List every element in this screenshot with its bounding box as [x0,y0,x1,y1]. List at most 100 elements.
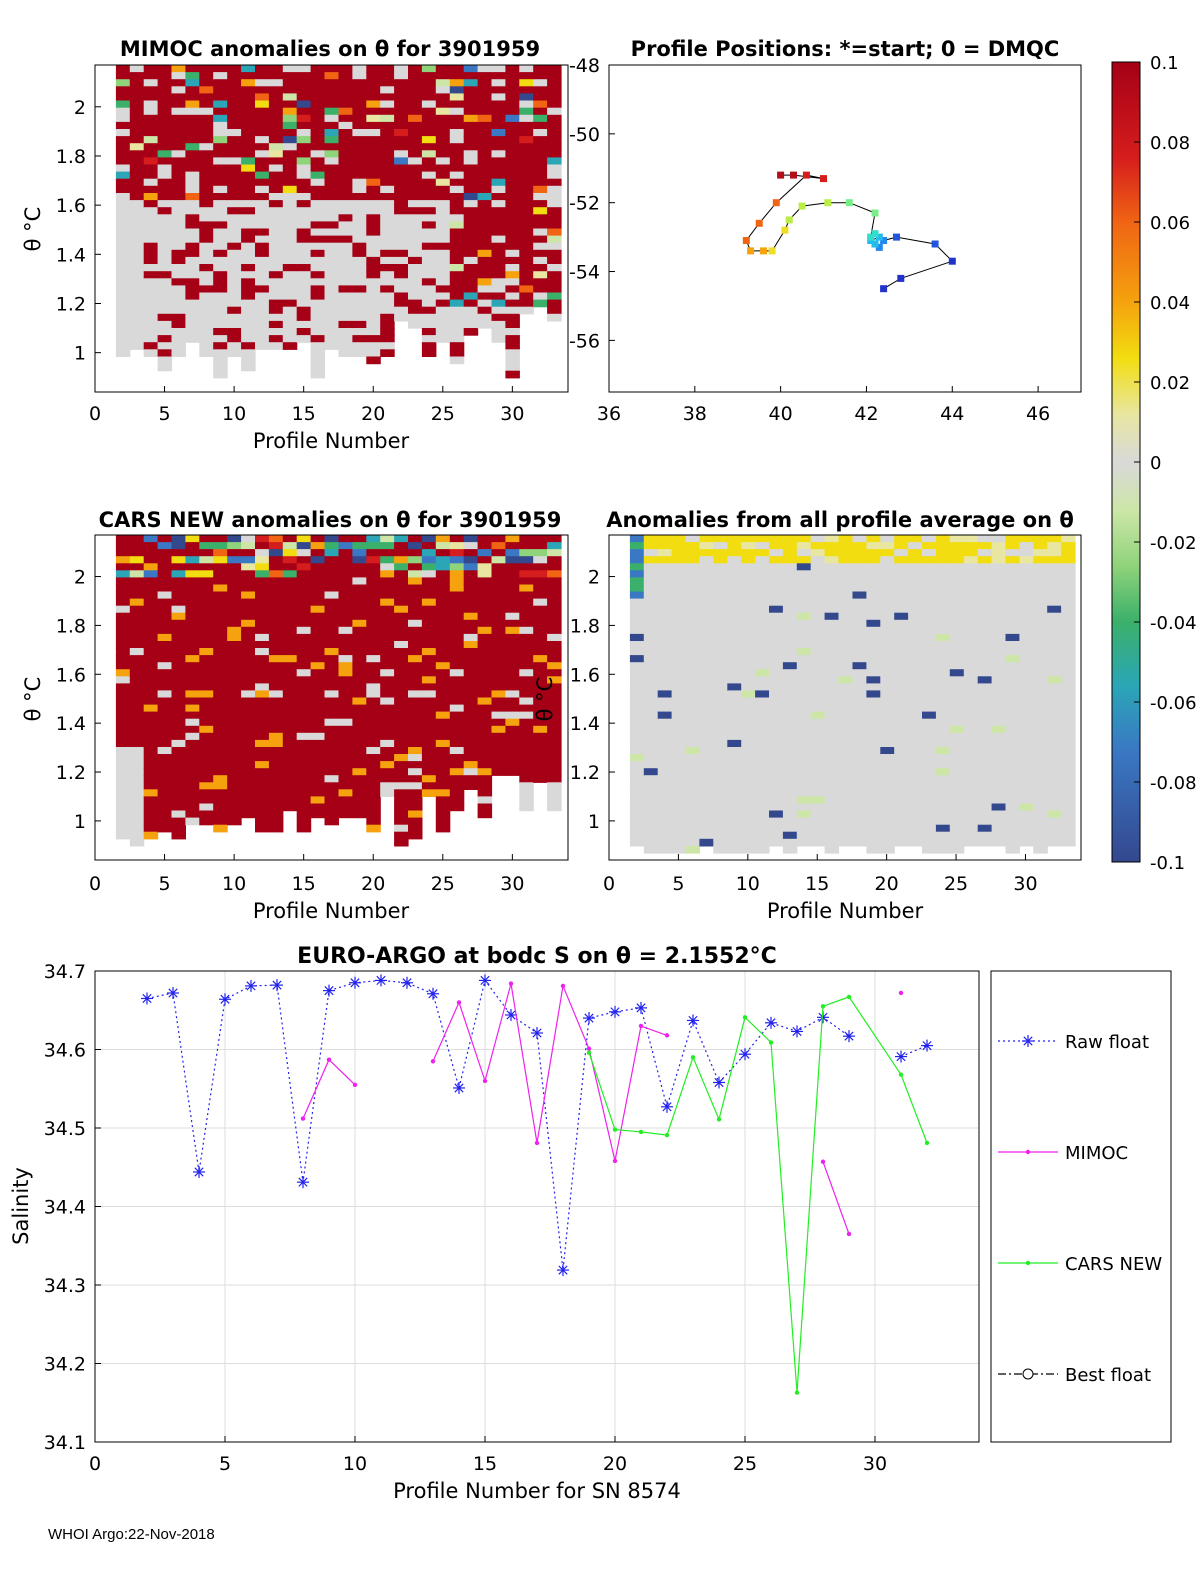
heat-cell [310,121,326,130]
heat-cell [824,598,840,607]
heat-cell [657,648,673,656]
heat-cell [894,577,909,586]
heat-cell [922,676,937,684]
heat-cell [1061,570,1076,578]
heat-cell [408,775,423,783]
heat-cell [338,584,353,593]
heat-cell [199,796,214,805]
heat-cell [477,178,493,187]
heat-cell [185,563,200,571]
heat-cell [310,349,326,357]
heat-cell [519,86,534,94]
heat-cell [449,591,465,600]
heat-cell [199,775,214,783]
heat-cell [519,193,534,201]
heat-cell [296,72,312,80]
heat-cell [241,789,256,797]
heat-cell [949,704,965,713]
heat-cell [505,328,520,336]
heat-cell [129,704,145,713]
heat-cell [1033,690,1048,699]
heat-cell [922,577,937,586]
heat-cell [810,725,826,734]
heat-cell [657,683,673,692]
heat-cell [310,242,326,251]
heat-cell [408,79,423,87]
heat-cell [505,320,520,329]
heat-cell [394,157,409,166]
heat-cell [227,789,242,797]
heat-cell [185,235,200,244]
heat-cell [1005,732,1020,741]
heat-cell [657,626,673,635]
heat-cell [1061,598,1076,607]
heat-cell [505,754,520,762]
heat-cell [435,655,451,663]
heat-cell [213,584,228,593]
heat-cell [199,114,214,123]
heat-cell [324,114,339,123]
heat-cell [157,157,173,166]
heat-cell [491,542,506,550]
heat-cell [171,563,186,571]
heat-cell [338,810,353,819]
heat-cell [963,768,979,776]
heat-cell [338,342,353,350]
heat-cell [143,761,159,769]
data-point [326,1057,332,1062]
heat-cell [505,690,520,699]
heat-cell [991,718,1007,727]
heat-cell [171,662,186,670]
heat-cell [185,782,200,790]
heat-cell [449,775,465,783]
heat-cell [227,725,242,734]
heat-cell [171,86,186,94]
heat-cell [1047,803,1062,812]
heat-cell [394,72,409,80]
heat-cell [755,633,770,642]
heat-cell [505,171,520,180]
heat-cell [699,725,714,734]
heat-cell [755,619,770,628]
heat-cell [463,278,479,286]
heat-cell [435,200,451,208]
data-point [508,981,514,986]
heat-cell [213,150,228,158]
heat-cell [408,535,423,543]
heat-cell [643,761,659,769]
heat-cell [643,796,659,805]
heat-cell [380,591,395,600]
heat-cell [282,718,298,727]
heat-cell [796,711,812,720]
heat-cell [991,598,1007,607]
heat-cell [115,648,131,656]
heat-cell [380,292,395,301]
heat-cell [282,299,298,308]
y-tick-label: 1 [74,811,86,833]
heat-cell [657,782,673,790]
heat-cell [963,690,979,699]
heat-cell [866,796,881,805]
heat-cell [338,612,353,621]
heat-cell [352,114,367,123]
heat-cell [338,598,353,607]
heat-cell [935,810,951,819]
heat-cell [338,556,353,564]
heat-cell [643,754,659,762]
heat-cell [366,171,381,180]
heat-cell [866,782,881,790]
heat-cell [199,577,214,586]
heat-cell [685,690,700,699]
heat-cell [1047,838,1062,847]
heat-cell [505,718,520,727]
profile-position-marker [897,274,905,282]
heat-cell [1061,796,1076,805]
heat-cell [685,824,700,833]
heat-cell [380,556,395,564]
heat-cell [241,633,256,642]
heat-cell [115,676,131,684]
heat-cell [1005,563,1020,571]
heat-cell [922,697,937,706]
heat-cell [977,803,993,812]
heat-cell [629,683,645,692]
